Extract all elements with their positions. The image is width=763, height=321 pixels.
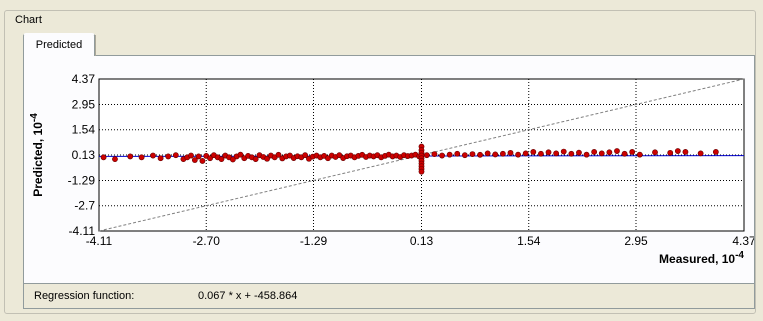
chart-groupbox: Chart [4, 10, 756, 314]
tab-panel-predicted: -4.11 -2.70 -1.29 0.13 1.54 2.95 4.37 4.37 2.95 1… [23, 55, 755, 284]
data-point [614, 148, 620, 154]
data-point [477, 151, 483, 158]
x-tick-label: 4.37 [732, 234, 754, 248]
data-point [621, 150, 628, 157]
data-point [439, 152, 445, 159]
tab-shadow [94, 35, 96, 56]
data-point [568, 150, 575, 157]
y-tick-label: -4.11 [69, 224, 96, 238]
data-point [667, 149, 674, 156]
scatter-chart: -4.11 -2.70 -1.29 0.13 1.54 2.95 4.37 4.37 2.95 1… [29, 72, 754, 266]
data-point [636, 151, 643, 158]
data-point [188, 152, 194, 159]
data-point [629, 149, 636, 155]
data-point [469, 151, 476, 158]
groupbox-title: Chart [13, 14, 44, 27]
data-point [446, 151, 453, 158]
data-point [336, 152, 343, 159]
data-point [461, 152, 468, 159]
data-point [275, 151, 282, 158]
data-point [484, 150, 491, 157]
data-point [576, 149, 582, 156]
y-tick-label: -2.7 [74, 199, 95, 213]
data-point [522, 150, 529, 157]
data-point [127, 153, 134, 160]
data-point [199, 158, 206, 164]
data-point [252, 156, 259, 163]
data-point [207, 155, 213, 162]
data-point [560, 148, 567, 155]
data-point [507, 149, 514, 156]
data-point [302, 152, 309, 159]
data-point [218, 156, 225, 163]
data-point [674, 148, 681, 154]
data-point [157, 155, 164, 162]
data-point [591, 149, 598, 155]
data-point [652, 149, 658, 156]
data-point [100, 154, 107, 161]
data-point [172, 152, 179, 159]
y-tick-label: -1.29 [68, 173, 96, 187]
data-point [499, 150, 506, 157]
data-point [229, 156, 236, 163]
x-tick-label: -4.11 [86, 234, 113, 248]
data-point [423, 152, 430, 159]
y-tick-label: 1.54 [72, 123, 96, 137]
y-axis-title: Predicted, 10-4 [29, 113, 45, 197]
data-point [538, 150, 544, 157]
y-tick-label: 0.13 [72, 148, 96, 162]
tab-predicted[interactable]: Predicted [23, 33, 95, 56]
data-point [492, 151, 499, 158]
data-point [712, 149, 719, 155]
x-tick-label: -2.70 [193, 234, 221, 248]
data-point [237, 151, 244, 158]
x-tick-label: 0.13 [410, 234, 434, 248]
data-point [553, 150, 560, 157]
data-point [682, 149, 689, 155]
data-point [515, 151, 521, 158]
x-tick-label: 2.95 [624, 234, 648, 248]
data-point [112, 156, 118, 163]
status-bar: Regression function: 0.067 * x + -458.86… [23, 284, 755, 309]
x-tick-label: -1.29 [300, 234, 328, 248]
data-point [191, 157, 198, 163]
y-tick-label: 4.37 [72, 72, 96, 86]
regression-label: Regression function: [34, 290, 135, 302]
data-point [165, 153, 172, 160]
data-point [606, 149, 613, 156]
data-point [418, 168, 425, 175]
data-point [195, 153, 202, 160]
data-point [264, 155, 270, 162]
data-point [138, 154, 145, 161]
data-point [431, 151, 438, 158]
data-point [454, 150, 461, 157]
data-point [598, 150, 605, 157]
data-point [545, 149, 552, 156]
data-point [697, 150, 704, 157]
x-axis-title: Measured, 10-4 [659, 250, 744, 266]
x-tick-label: 1.54 [517, 234, 541, 248]
regression-value: 0.067 * x + -458.864 [198, 290, 298, 302]
data-point [530, 149, 537, 155]
y-tick-label: 2.95 [72, 97, 96, 111]
data-point [150, 152, 156, 159]
data-point [583, 151, 590, 158]
